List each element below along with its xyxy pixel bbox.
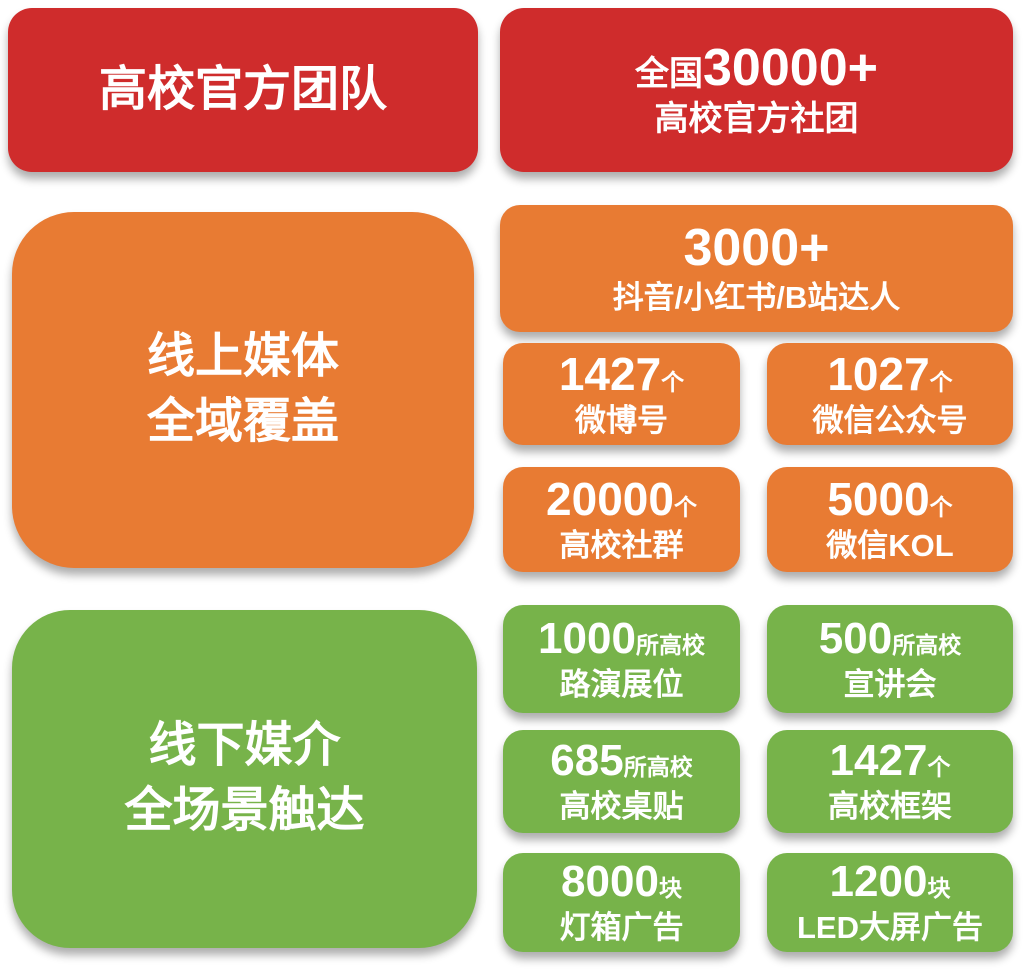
card-unit: 个 — [929, 368, 953, 395]
card-number-line: 20000个 — [546, 475, 697, 523]
card-number-line: 全国30000+ — [635, 41, 878, 96]
section-title-online-media: 线上媒体 全域覆盖 — [12, 212, 474, 568]
card-label: 高校框架 — [828, 789, 952, 825]
section-title-official-team: 高校官方团队 — [8, 8, 478, 172]
card-number: 1000 — [538, 613, 636, 663]
section-title-line2: 全场景触达 — [124, 784, 365, 837]
stat-card-campus-frames: 1427个 高校框架 — [767, 730, 1013, 833]
card-number: 30000+ — [703, 39, 878, 98]
card-unit: 所高校 — [892, 631, 962, 658]
card-number: 685 — [550, 736, 624, 786]
card-label: 高校社群 — [559, 528, 684, 564]
section-title-text: 高校官方团队 — [98, 63, 387, 117]
card-number-line: 1427个 — [558, 347, 685, 400]
card-unit: 个 — [927, 754, 951, 781]
card-label: 微信公众号 — [812, 402, 968, 438]
card-unit: 个 — [661, 368, 685, 395]
card-number: 20000 — [546, 473, 674, 526]
section-title-line2: 全域覆盖 — [146, 395, 339, 448]
card-number-line: 1427个 — [829, 736, 951, 786]
stat-card-lightbox-ads: 8000块 灯箱广告 — [503, 853, 740, 952]
card-unit: 所高校 — [623, 754, 693, 781]
card-unit: 个 — [929, 494, 953, 521]
stat-card-led-screen-ads: 1200块 LED大屏广告 — [767, 853, 1013, 952]
card-number-line: 500所高校 — [818, 613, 962, 663]
card-number-line: 1200块 — [829, 857, 951, 907]
stat-card-campus-groups: 20000个 高校社群 — [503, 467, 740, 572]
card-unit: 块 — [927, 875, 951, 902]
card-label: 高校桌贴 — [559, 789, 684, 825]
card-number: 1200 — [829, 857, 928, 907]
card-number-line: 5000个 — [827, 475, 952, 523]
card-unit: 块 — [658, 875, 682, 902]
card-label: 路演展位 — [559, 666, 684, 702]
stat-card-wechat-kol: 5000个 微信KOL — [767, 467, 1013, 572]
card-number: 5000 — [827, 473, 930, 526]
card-number: 1427 — [829, 736, 928, 786]
section-title-line1: 线上媒体 — [146, 330, 339, 384]
card-label: 抖音/小红书/B站达人 — [612, 280, 901, 316]
stat-card-creators: 3000+ 抖音/小红书/B站达人 — [500, 205, 1013, 332]
card-number-line: 8000块 — [561, 857, 682, 907]
stat-card-weibo: 1427个 微博号 — [503, 343, 740, 445]
card-label: 宣讲会 — [843, 666, 937, 702]
stat-card-roadshow-booths: 1000所高校 路演展位 — [503, 605, 740, 713]
card-label: 高校官方社团 — [654, 99, 859, 138]
card-number-line: 1027个 — [827, 347, 953, 400]
card-unit: 个 — [673, 494, 697, 521]
card-number: 1427 — [558, 347, 662, 400]
card-number: 1027 — [827, 347, 930, 400]
card-number: 500 — [818, 613, 893, 663]
card-number-prefix: 全国 — [635, 55, 704, 94]
card-label: 灯箱广告 — [559, 910, 684, 946]
card-label: 微博号 — [575, 402, 668, 438]
stat-card-official-clubs: 全国30000+ 高校官方社团 — [500, 8, 1013, 172]
card-label: 微信KOL — [826, 528, 954, 564]
section-title-line1: 线下媒介 — [148, 719, 341, 773]
card-label: LED大屏广告 — [797, 910, 983, 946]
card-number: 8000 — [561, 857, 659, 907]
section-title-offline-media: 线下媒介 全场景触达 — [12, 610, 477, 948]
card-number-line: 685所高校 — [550, 736, 693, 786]
card-number-line: 1000所高校 — [538, 613, 705, 663]
stat-card-info-sessions: 500所高校 宣讲会 — [767, 605, 1013, 713]
card-number: 3000+ — [683, 218, 830, 277]
card-unit: 所高校 — [635, 631, 705, 658]
stat-card-wechat-official: 1027个 微信公众号 — [767, 343, 1013, 445]
stat-card-desk-stickers: 685所高校 高校桌贴 — [503, 730, 740, 833]
